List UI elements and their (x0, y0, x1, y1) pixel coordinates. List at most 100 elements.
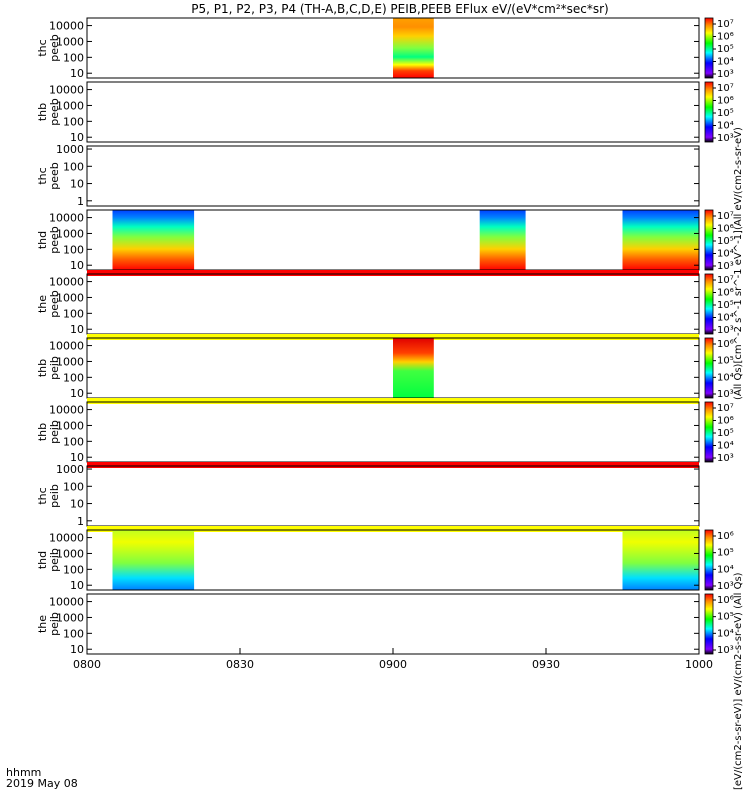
colorbar-tick-label: 10³ (717, 133, 734, 144)
colorbar-tick-label: 10³ (717, 325, 734, 336)
fill-band (87, 462, 699, 468)
panel-product-label: peib (48, 356, 61, 380)
panel-probe-label: thc (36, 487, 49, 504)
chart-title: P5, P1, P2, P3, P4 (TH-A,B,C,D,E) PEIB,P… (191, 2, 608, 16)
colorbar-tick-label: 10⁵ (717, 428, 734, 439)
panel-probe-label: thb (36, 103, 49, 121)
y-tick-label: 100 (63, 563, 84, 576)
colorbar-tick-label: 10⁶ (717, 595, 734, 606)
y-tick-label: 10 (70, 178, 84, 191)
colorbar-tick-label: 10⁴ (717, 628, 734, 639)
y-tick-label: 1000 (56, 99, 84, 112)
panel-background (87, 274, 699, 334)
y-tick-label: 100 (63, 627, 84, 640)
fill-band (87, 398, 699, 404)
y-tick-label: 10 (70, 387, 84, 400)
y-tick-label: 10 (70, 451, 84, 464)
colorbar-tick-label: 10⁷ (717, 211, 734, 222)
colorbar-tick-label: 10³ (717, 69, 734, 80)
panel-probe-label: thc (36, 167, 49, 184)
spectrogram-block (622, 210, 699, 270)
colorbar-tick-label: 10⁴ (717, 441, 734, 452)
y-tick-label: 1000 (56, 227, 84, 240)
colorbar-tick-label: 10³ (717, 645, 734, 656)
panel-frame (86, 529, 700, 591)
colorbar-tick-label: 10⁷ (717, 83, 734, 94)
colorbar-tick-label: 10³ (717, 581, 734, 592)
panel-probe-label: thd (36, 551, 49, 569)
fill-band (87, 270, 699, 276)
panel-background (87, 594, 699, 654)
spectrogram-block (112, 210, 195, 270)
panel-background (87, 146, 699, 206)
panel-product-label: peib (48, 612, 61, 636)
colorbar-label-bottom: [eV/(cm2-s-sr-eV)] eV/(cm2-s-sr-eV) (All… (733, 572, 744, 790)
y-tick-label: 1000 (56, 355, 84, 368)
y-tick-label: 1000 (56, 611, 84, 624)
colorbar (704, 81, 714, 143)
panel-product-label: peeb (48, 226, 61, 254)
colorbar-tick-label: 10³ (717, 453, 734, 464)
y-tick-label: 10000 (49, 596, 84, 609)
y-tick-label: 1 (77, 195, 84, 208)
y-tick-label: 10 (70, 131, 84, 144)
colorbar-tick-label: 10⁴ (717, 249, 734, 260)
y-tick-label: 10000 (49, 532, 84, 545)
panel-background (87, 402, 699, 462)
colorbar-tick-label: 10⁷ (717, 275, 734, 286)
y-tick-label: 100 (63, 480, 84, 493)
spectrogram-panel: 1 10 100 1000 thc peib (36, 462, 700, 528)
panel-product-label: peib (48, 548, 61, 572)
colorbar-label-top: (All Qs)[cm^-2 s^-1 sr^-1 eV^-1](All eV/… (733, 127, 744, 400)
panel-product-label: peib (48, 484, 61, 508)
colorbar-tick-label: 10⁶ (717, 416, 734, 427)
x-tick-label: 0930 (532, 658, 560, 671)
panel-probe-label: thb (36, 423, 49, 441)
fill-band (87, 334, 699, 340)
spectrogram-block (393, 338, 434, 398)
panel-probe-label: the (36, 615, 49, 633)
y-tick-label: 1000 (56, 143, 84, 156)
y-tick-label: 1000 (56, 547, 84, 560)
colorbar (704, 17, 714, 79)
colorbar (704, 401, 714, 463)
colorbar (704, 593, 714, 655)
colorbar-tick-label: 10⁵ (717, 108, 734, 119)
spectrogram-block (393, 18, 434, 78)
y-tick-label: 100 (63, 51, 84, 64)
x-axis-label-bottom: 2019 May 08 (6, 777, 78, 790)
y-tick-label: 10 (70, 498, 84, 511)
y-tick-label: 1000 (56, 291, 84, 304)
spectrogram-block (112, 530, 195, 590)
y-tick-label: 10000 (49, 404, 84, 417)
colorbar-tick-label: 10⁴ (717, 564, 734, 575)
y-tick-label: 100 (63, 160, 84, 173)
y-tick-label: 10000 (49, 20, 84, 33)
panel-probe-label: the (36, 295, 49, 313)
colorbar-tick-label: 10⁵ (717, 236, 734, 247)
colorbar-tick-label: 10⁷ (717, 19, 734, 30)
colorbar-tick-label: 10⁵ (717, 548, 734, 559)
colorbar-tick-label: 10⁴ (717, 121, 734, 132)
y-tick-label: 100 (63, 435, 84, 448)
panel-product-label: peeb (48, 290, 61, 318)
y-tick-label: 10 (70, 579, 84, 592)
panel-product-label: peeb (48, 162, 61, 190)
y-tick-label: 10 (70, 259, 84, 272)
colorbar-tick-label: 10⁵ (717, 356, 734, 367)
colorbar-tick-label: 10⁴ (717, 372, 734, 383)
colorbar-tick-label: 10⁷ (717, 403, 734, 414)
panel-product-label: peeb (48, 34, 61, 62)
x-tick-label: 1000 (685, 658, 713, 671)
colorbar-tick-label: 10⁴ (717, 57, 734, 68)
y-tick-label: 100 (63, 371, 84, 384)
colorbar-tick-label: 10⁴ (717, 313, 734, 324)
